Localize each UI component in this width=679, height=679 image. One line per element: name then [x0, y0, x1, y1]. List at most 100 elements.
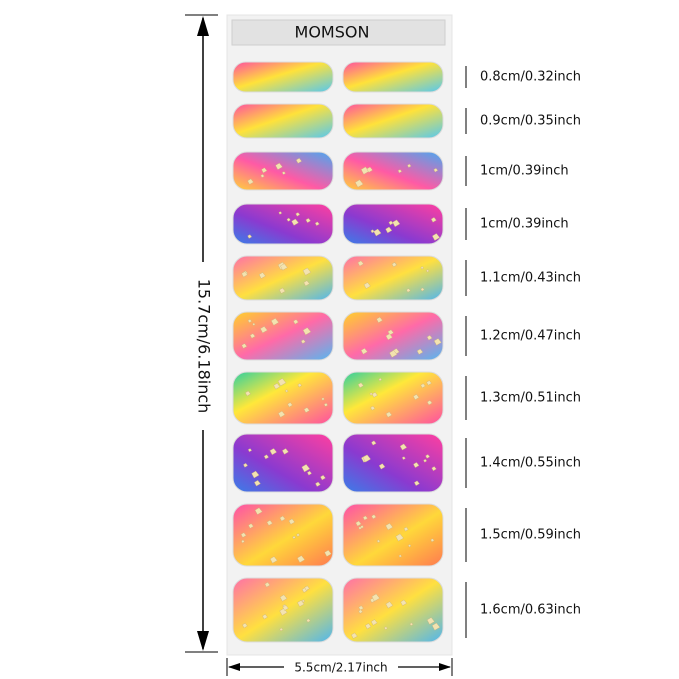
gold-flake — [365, 623, 372, 630]
gold-flake — [395, 533, 404, 542]
gold-flake — [360, 348, 368, 355]
gold-flake — [247, 448, 252, 453]
gold-flake — [370, 619, 378, 626]
gold-flake — [273, 383, 281, 390]
gold-flake — [301, 599, 306, 603]
gold-flake — [301, 587, 308, 593]
gold-flake — [282, 604, 289, 611]
gold-flake — [384, 626, 388, 630]
gold-flake — [400, 599, 407, 606]
gold-flake — [378, 463, 386, 470]
size-label: 0.9cm/0.35inch — [480, 114, 581, 129]
nail-sticker — [232, 103, 334, 139]
gold-flake — [370, 405, 376, 411]
size-label: 1.5cm/0.59inch — [480, 528, 581, 543]
nail-sticker — [342, 503, 444, 567]
gold-flake — [385, 411, 393, 418]
gold-flake — [376, 316, 383, 323]
nail-sticker — [342, 103, 444, 139]
gold-flake — [295, 157, 302, 164]
nail-sticker — [342, 203, 444, 245]
gold-flake — [373, 228, 382, 237]
size-label: 1cm/0.39inch — [480, 164, 569, 179]
gold-flake — [241, 271, 248, 278]
gold-flake — [247, 234, 252, 239]
gold-flake — [376, 539, 381, 543]
gold-flake — [248, 523, 254, 529]
gold-flake — [306, 618, 311, 623]
gold-flake — [281, 171, 286, 175]
gold-flake — [247, 178, 254, 185]
nail-sticker — [232, 311, 334, 361]
gold-flake — [357, 382, 364, 389]
gold-flake — [432, 233, 440, 241]
gold-flake — [324, 549, 332, 557]
gold-flake — [385, 226, 393, 234]
gold-flake — [279, 627, 284, 632]
gold-flake — [302, 267, 312, 276]
gold-flake — [420, 383, 426, 389]
gold-flake — [269, 556, 278, 564]
gold-flake — [385, 333, 393, 341]
gold-flake — [321, 397, 325, 401]
gold-flake — [371, 392, 378, 398]
gold-flake — [260, 326, 268, 334]
gold-flake — [293, 319, 299, 325]
nail-sticker — [342, 371, 444, 425]
nail-sticker — [232, 255, 334, 301]
gold-flake — [292, 535, 296, 540]
gold-flake — [304, 585, 310, 591]
gold-flake — [295, 212, 301, 217]
gold-flake — [358, 605, 364, 611]
gold-flake — [245, 390, 251, 397]
gold-flake — [279, 515, 286, 522]
gold-flake — [249, 333, 256, 339]
gold-flake — [296, 533, 301, 537]
gold-flake — [287, 402, 293, 408]
gold-flake — [241, 539, 245, 544]
gold-flake — [301, 464, 311, 473]
gold-flake — [398, 554, 402, 558]
gold-flake — [241, 343, 248, 349]
gold-flake — [392, 219, 401, 227]
brand: MOMSON — [295, 23, 370, 42]
gold-flake — [366, 166, 373, 173]
size-label: 1.3cm/0.51inch — [480, 391, 581, 406]
gold-flake — [279, 608, 288, 616]
gold-flake — [305, 218, 311, 223]
gold-flake — [307, 470, 312, 476]
gold-flake — [426, 335, 433, 341]
gold-flake — [403, 526, 409, 532]
gold-flake — [426, 269, 430, 273]
gold-flake — [371, 593, 380, 602]
gold-flake — [413, 394, 420, 401]
gold-flake — [286, 217, 291, 222]
nail-rows: 0.8cm/0.32inch 0.9cm/0.35inch 1cm/0.39inch… — [232, 61, 581, 643]
gold-flake — [430, 217, 437, 223]
gold-flake — [260, 174, 265, 178]
gold-flake — [242, 622, 248, 629]
gold-flake — [357, 260, 364, 267]
nail-sticker — [342, 577, 444, 643]
gold-flake — [285, 389, 289, 393]
gold-flake — [389, 350, 398, 358]
gold-flake — [314, 221, 320, 226]
gold-flake — [371, 514, 377, 520]
gold-flake — [291, 218, 299, 226]
gold-flake — [254, 480, 261, 487]
gold-flake — [277, 378, 287, 387]
gold-flake — [288, 518, 295, 525]
nail-sticker — [232, 433, 334, 493]
gold-flake — [280, 263, 288, 271]
nail-sticker — [342, 151, 444, 191]
gold-flake — [371, 440, 377, 446]
width-label: 5.5cm/2.17inch — [294, 661, 387, 675]
gold-flake — [297, 555, 306, 563]
size-label: 1cm/0.39inch — [480, 217, 569, 232]
gold-flake — [430, 538, 435, 543]
gold-flake — [351, 632, 358, 639]
gold-flake — [433, 338, 442, 346]
gold-flake — [433, 168, 439, 173]
label-bg — [193, 262, 213, 430]
